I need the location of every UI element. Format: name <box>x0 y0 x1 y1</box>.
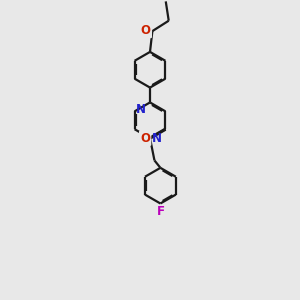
Text: O: O <box>140 132 150 145</box>
Text: F: F <box>156 205 164 218</box>
Text: O: O <box>141 24 151 37</box>
Text: N: N <box>136 103 146 116</box>
Text: N: N <box>152 132 161 145</box>
